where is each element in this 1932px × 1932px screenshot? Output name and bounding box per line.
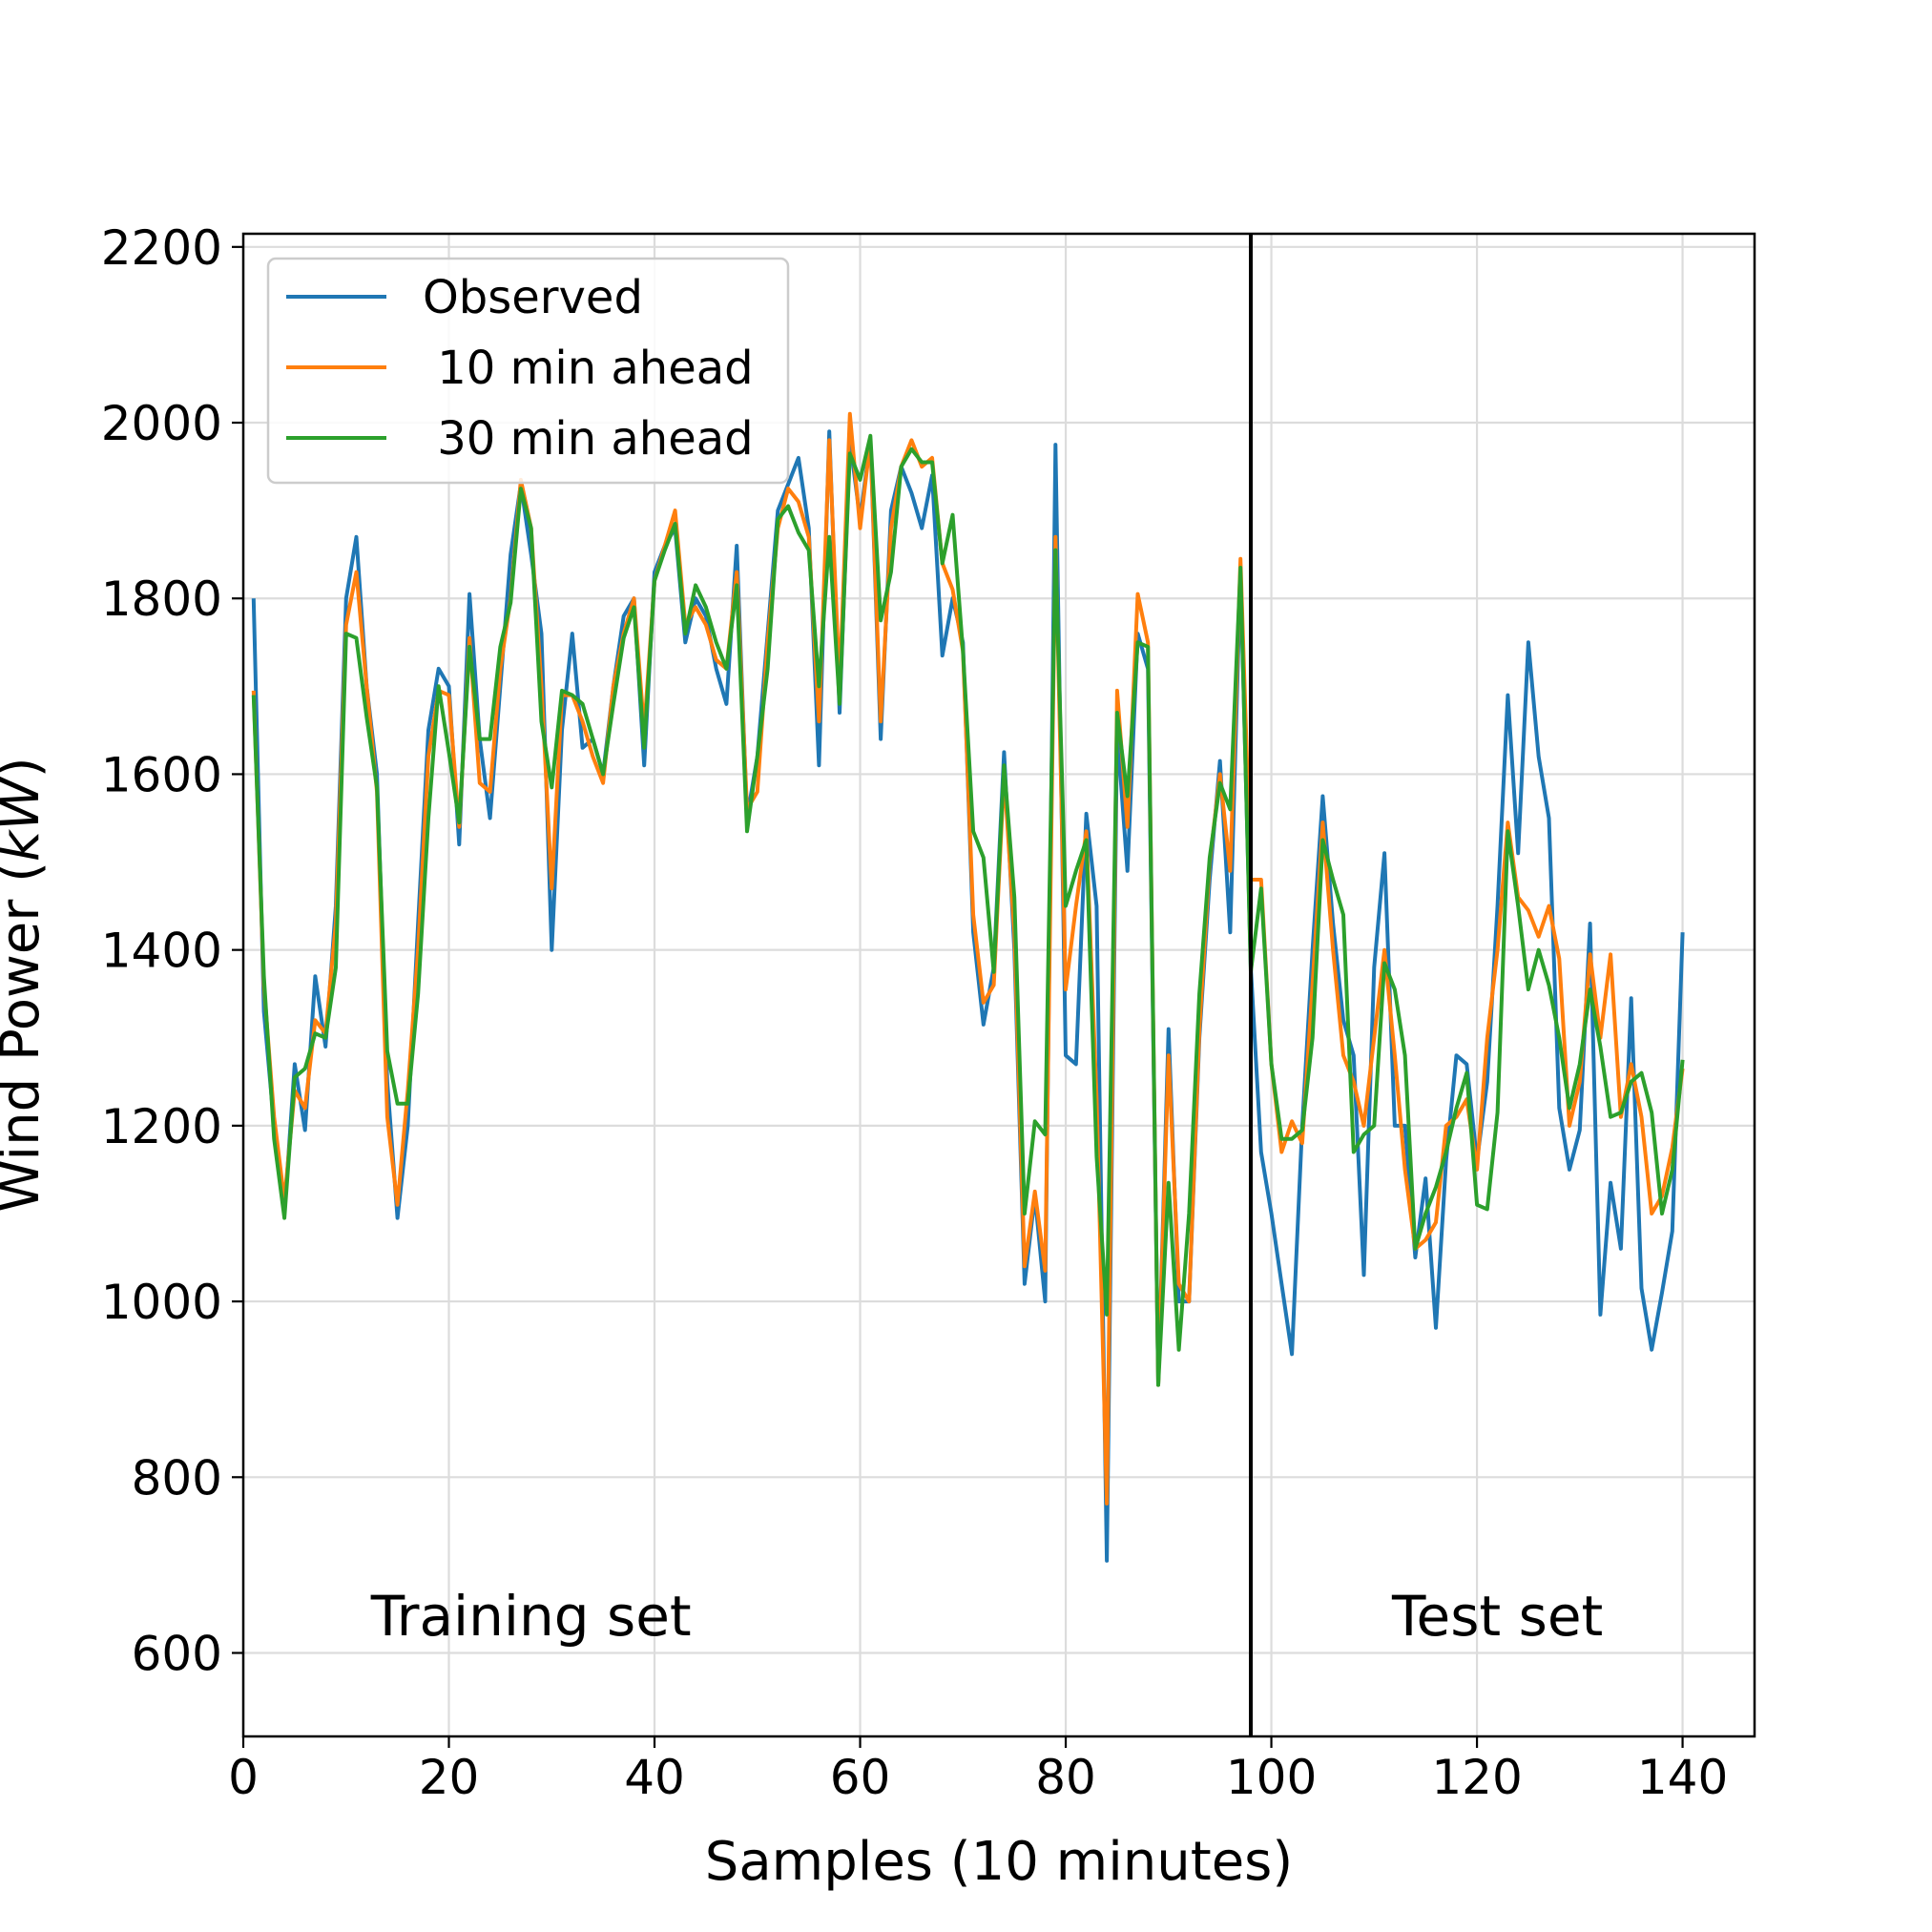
y-tick-label: 1400 [101, 924, 222, 979]
x-tick-label: 80 [1035, 1750, 1096, 1805]
y-tick-label: 1200 [101, 1099, 222, 1154]
x-tick-label: 0 [228, 1750, 259, 1805]
x-tick-label: 140 [1637, 1750, 1728, 1805]
legend-items: Observed 10 min ahead 30 min ahead [286, 271, 754, 466]
y-tick-label: 1800 [101, 571, 222, 627]
x-tick-label: 120 [1431, 1750, 1522, 1805]
legend-label: 30 min ahead [423, 412, 754, 466]
set-annotations: Training set Test set [370, 1584, 1604, 1649]
y-tick-label: 1000 [101, 1275, 222, 1330]
legend: Observed 10 min ahead 30 min ahead [266, 257, 790, 485]
series-line-10min-ahead [251, 411, 1685, 1506]
x-tick-label: 100 [1226, 1750, 1317, 1805]
y-tick-label: 2200 [101, 220, 222, 276]
legend-label: 10 min ahead [423, 342, 754, 395]
test-set-label: Test set [1391, 1584, 1603, 1649]
legend-box [266, 257, 790, 485]
series-line-30min-ahead [251, 433, 1685, 1387]
x-tick-label: 20 [419, 1750, 480, 1805]
x-tick-label: 60 [830, 1750, 891, 1805]
x-axis-label: Samples (10 minutes) [705, 1831, 1293, 1893]
legend-label: Observed [423, 271, 643, 324]
series-lines [251, 411, 1685, 1563]
y-tick-label: 1600 [101, 747, 222, 802]
y-axis-ticks: 600 800 1000 1200 1400 1600 1800 2000 2200 [101, 220, 243, 1682]
x-axis-ticks: 0 20 40 60 80 100 120 140 [228, 1736, 1728, 1805]
gridlines [241, 234, 1755, 1736]
y-axis-label: Wind Power (kW) [0, 757, 52, 1212]
plot-frame [241, 232, 1756, 1738]
y-tick-label: 800 [132, 1450, 222, 1506]
x-tick-label: 40 [624, 1750, 685, 1805]
y-tick-label: 600 [132, 1627, 222, 1682]
training-set-label: Training set [370, 1584, 692, 1649]
y-tick-label: 2000 [101, 396, 222, 451]
